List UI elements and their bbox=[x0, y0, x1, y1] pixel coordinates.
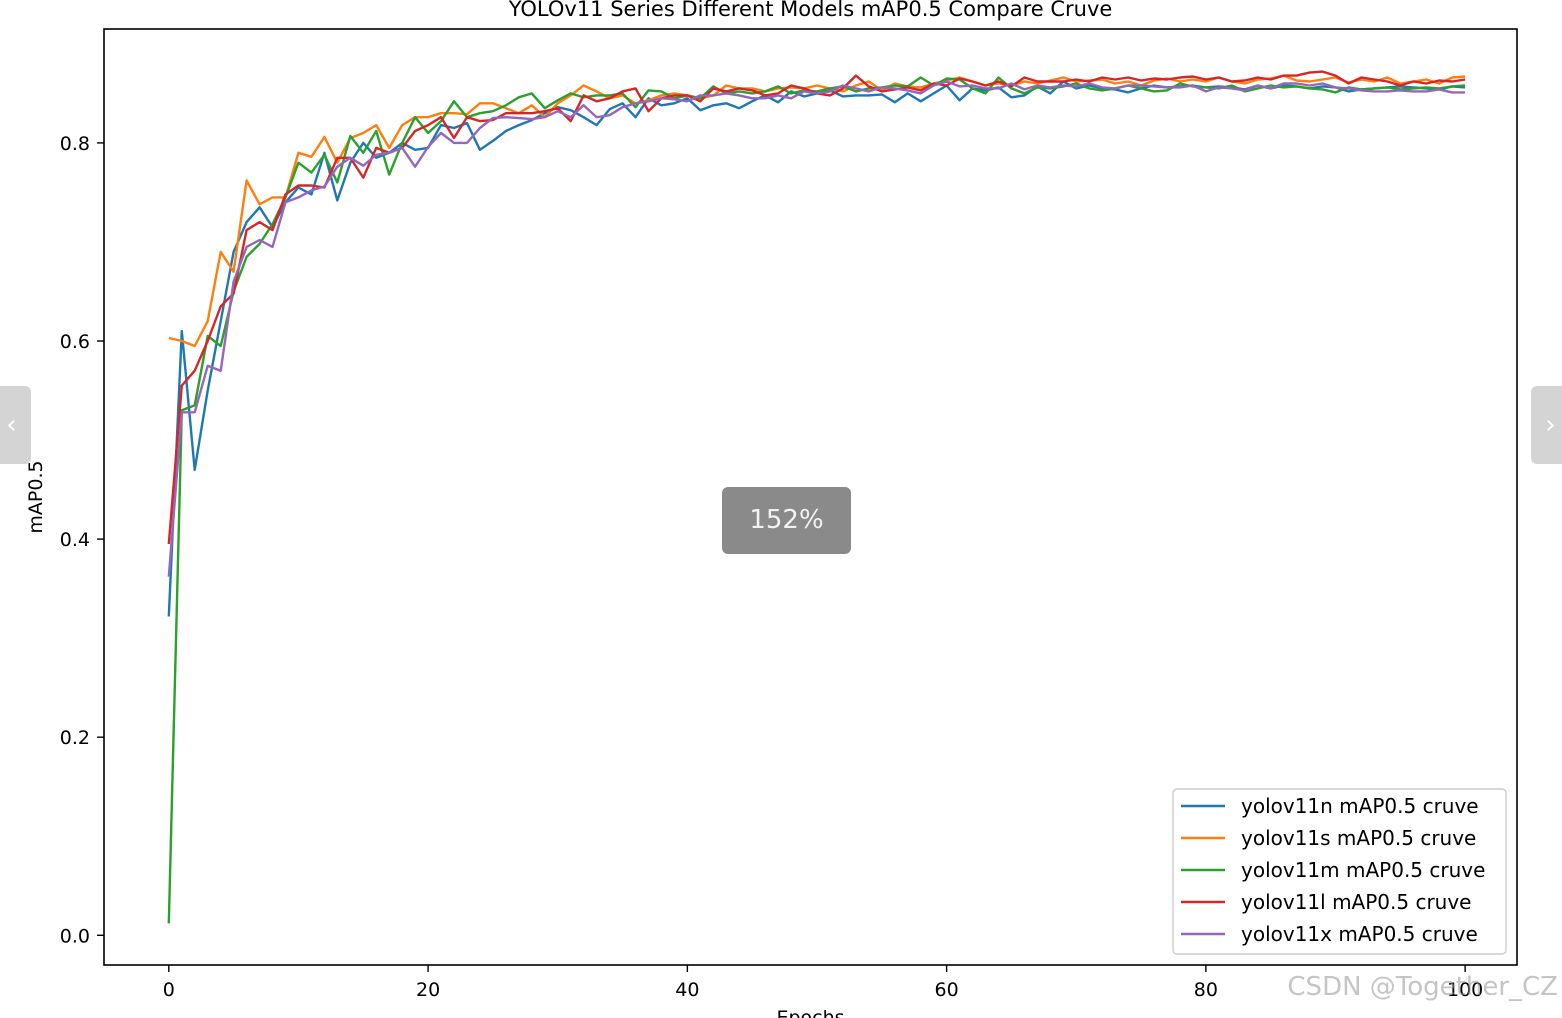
csdn-watermark: CSDN @Together_CZ bbox=[1287, 972, 1558, 1002]
y-tick-label: 0.0 bbox=[60, 925, 90, 947]
x-tick-label: 40 bbox=[675, 979, 699, 1001]
legend-entry-label: yolov11n mAP0.5 cruve bbox=[1241, 794, 1479, 818]
y-axis: 0.0 0.2 0.4 0.6 0.8 bbox=[60, 133, 104, 947]
y-tick-label: 0.8 bbox=[60, 133, 90, 155]
x-tick-label: 100 bbox=[1447, 979, 1483, 1001]
y-tick-label: 0.4 bbox=[60, 529, 90, 551]
x-axis: 0 20 40 60 80 100 bbox=[163, 965, 1483, 1001]
x-tick-label: 80 bbox=[1194, 979, 1218, 1001]
series-line-3 bbox=[167, 76, 1466, 924]
legend-entry-label: yolov11l mAP0.5 cruve bbox=[1241, 890, 1472, 914]
y-tick-label: 0.2 bbox=[60, 727, 90, 749]
series-line-5 bbox=[167, 80, 1466, 577]
x-tick-label: 0 bbox=[163, 979, 175, 1001]
y-axis-label: mAP0.5 bbox=[25, 460, 47, 533]
series-line-2 bbox=[168, 74, 1466, 348]
chevron-right-icon: › bbox=[1545, 410, 1556, 440]
legend-entry-label: yolov11x mAP0.5 cruve bbox=[1241, 922, 1478, 946]
zoom-level-badge: 152% bbox=[722, 487, 851, 554]
plot-frame bbox=[103, 28, 1518, 966]
y-tick-label: 0.6 bbox=[60, 331, 90, 353]
prev-image-button[interactable]: ‹ bbox=[0, 386, 31, 464]
chevron-left-icon: ‹ bbox=[6, 410, 17, 440]
next-image-button[interactable]: › bbox=[1531, 386, 1562, 464]
x-axis-label: Epochs bbox=[776, 1007, 844, 1018]
chart-title: YOLOv11 Series Different Models mAP0.5 C… bbox=[508, 0, 1113, 21]
x-tick-label: 20 bbox=[416, 979, 440, 1001]
plot-area bbox=[167, 70, 1466, 924]
legend-box bbox=[1172, 788, 1507, 955]
x-tick-label: 60 bbox=[935, 979, 959, 1001]
chart-legend: yolov11n mAP0.5 cruve yolov11s mAP0.5 cru… bbox=[1172, 788, 1507, 955]
legend-entry-label: yolov11s mAP0.5 cruve bbox=[1241, 826, 1476, 850]
legend-entry-label: yolov11m mAP0.5 cruve bbox=[1241, 858, 1485, 882]
